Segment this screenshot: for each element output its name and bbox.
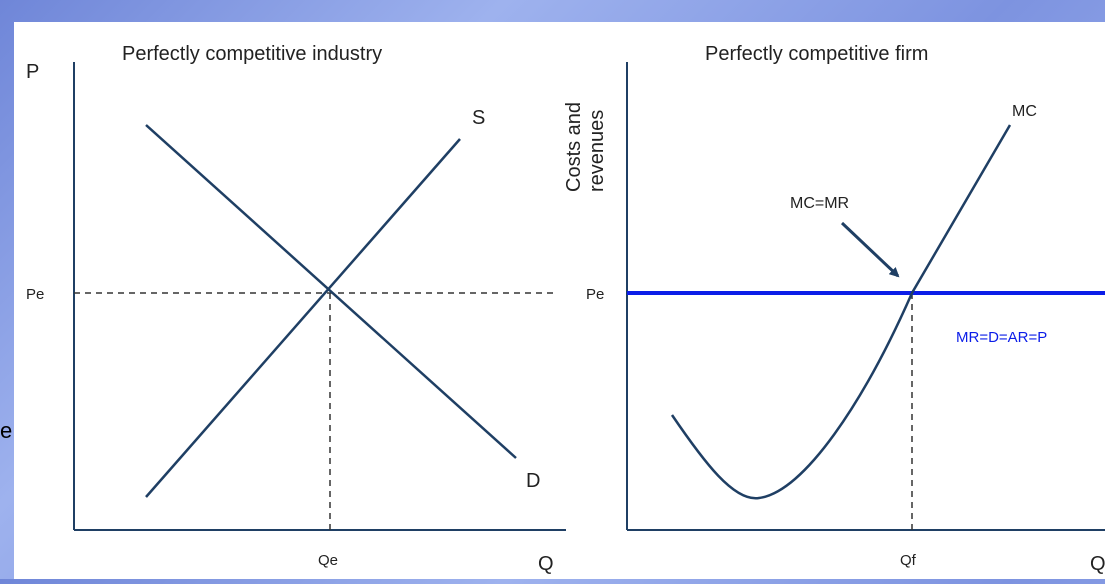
marginal-cost-curve bbox=[670, 124, 1012, 500]
industry-y-axis-label: P bbox=[26, 61, 39, 83]
firm-y-axis-label-line1: Costs and bbox=[563, 102, 585, 192]
demand-curve bbox=[145, 124, 517, 459]
demand-label: D bbox=[526, 470, 540, 492]
firm-price-label: Pe bbox=[586, 286, 604, 303]
economics-figure: Perfectly competitive industry P Q S D P… bbox=[14, 22, 1105, 579]
supply-curve bbox=[145, 138, 461, 498]
revenue-line-label: MR=D=AR=P bbox=[956, 329, 1047, 346]
industry-x-axis-label: Q bbox=[538, 553, 554, 575]
firm-quantity-label: Qf bbox=[900, 552, 917, 569]
industry-quantity-label: Qe bbox=[318, 552, 338, 569]
industry-panel: Perfectly competitive industry P Q S D P… bbox=[26, 43, 566, 575]
firm-y-axis-label-line2: revenues bbox=[586, 110, 608, 192]
firm-panel: Perfectly competitive firm Costs and rev… bbox=[563, 43, 1105, 575]
industry-title: Perfectly competitive industry bbox=[122, 43, 382, 65]
supply-label: S bbox=[472, 107, 485, 129]
slide-stray-character: e bbox=[0, 418, 13, 443]
firm-title: Perfectly competitive firm bbox=[705, 43, 928, 65]
diagram-canvas: Perfectly competitive industry P Q S D P… bbox=[26, 43, 1105, 575]
mc-label: MC bbox=[1012, 103, 1037, 120]
firm-x-axis-label: Q bbox=[1090, 553, 1105, 575]
industry-price-label: Pe bbox=[26, 286, 44, 303]
equilibrium-label: MC=MR bbox=[790, 195, 849, 212]
equilibrium-arrow bbox=[840, 221, 900, 278]
